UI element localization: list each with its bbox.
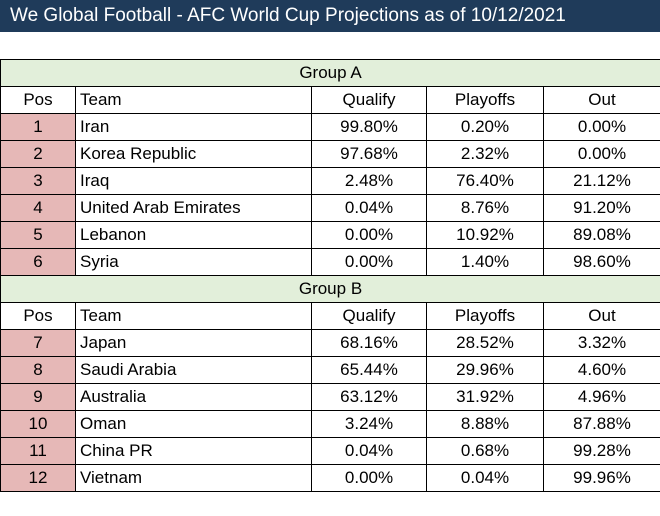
cell-out: 4.60% <box>542 356 660 384</box>
cell-out: 3.32% <box>542 329 660 357</box>
group-title: Group B <box>0 275 660 303</box>
projections-table: Group A Pos Team Qualify Playoffs Out 1 Iran 99.… <box>0 59 660 492</box>
cell-playoffs: 10.92% <box>426 221 544 249</box>
cell-out: 91.20% <box>542 194 660 222</box>
cell-qualify: 97.68% <box>311 140 427 168</box>
cell-pos: 8 <box>0 356 76 384</box>
cell-team: Vietnam <box>75 464 312 492</box>
group-header-row: Group B <box>0 275 660 303</box>
column-header-row: Pos Team Qualify Playoffs Out <box>0 86 660 114</box>
cell-playoffs: 8.88% <box>426 410 544 438</box>
cell-pos: 3 <box>0 167 76 195</box>
cell-pos: 12 <box>0 464 76 492</box>
cell-pos: 11 <box>0 437 76 465</box>
column-header-qualify: Qualify <box>311 302 427 330</box>
column-header-playoffs: Playoffs <box>426 86 544 114</box>
cell-playoffs: 29.96% <box>426 356 544 384</box>
column-header-qualify: Qualify <box>311 86 427 114</box>
cell-playoffs: 0.68% <box>426 437 544 465</box>
cell-playoffs: 0.20% <box>426 113 544 141</box>
cell-pos: 1 <box>0 113 76 141</box>
table-row: 11 China PR 0.04% 0.68% 99.28% <box>0 437 660 465</box>
table-row: 5 Lebanon 0.00% 10.92% 89.08% <box>0 221 660 249</box>
cell-qualify: 0.00% <box>311 248 427 276</box>
cell-playoffs: 31.92% <box>426 383 544 411</box>
cell-out: 4.96% <box>542 383 660 411</box>
cell-team: China PR <box>75 437 312 465</box>
table-row: 9 Australia 63.12% 31.92% 4.96% <box>0 383 660 411</box>
cell-pos: 5 <box>0 221 76 249</box>
cell-team: Korea Republic <box>75 140 312 168</box>
cell-qualify: 99.80% <box>311 113 427 141</box>
group-title: Group A <box>0 59 660 87</box>
cell-pos: 10 <box>0 410 76 438</box>
table-row: 3 Iraq 2.48% 76.40% 21.12% <box>0 167 660 195</box>
group-header-row: Group A <box>0 59 660 87</box>
column-header-row: Pos Team Qualify Playoffs Out <box>0 302 660 330</box>
column-header-out: Out <box>542 86 660 114</box>
cell-pos: 4 <box>0 194 76 222</box>
cell-playoffs: 2.32% <box>426 140 544 168</box>
table-row: 8 Saudi Arabia 65.44% 29.96% 4.60% <box>0 356 660 384</box>
cell-qualify: 2.48% <box>311 167 427 195</box>
cell-out: 89.08% <box>542 221 660 249</box>
cell-playoffs: 8.76% <box>426 194 544 222</box>
column-header-team: Team <box>75 302 312 330</box>
cell-pos: 2 <box>0 140 76 168</box>
cell-pos: 9 <box>0 383 76 411</box>
cell-out: 21.12% <box>542 167 660 195</box>
cell-qualify: 0.00% <box>311 464 427 492</box>
cell-out: 99.96% <box>542 464 660 492</box>
column-header-playoffs: Playoffs <box>426 302 544 330</box>
cell-team: Australia <box>75 383 312 411</box>
cell-pos: 6 <box>0 248 76 276</box>
page-title: We Global Football - AFC World Cup Proje… <box>0 0 660 32</box>
cell-playoffs: 1.40% <box>426 248 544 276</box>
table-row: 2 Korea Republic 97.68% 2.32% 0.00% <box>0 140 660 168</box>
cell-team: United Arab Emirates <box>75 194 312 222</box>
cell-out: 87.88% <box>542 410 660 438</box>
table-row: 7 Japan 68.16% 28.52% 3.32% <box>0 329 660 357</box>
cell-team: Oman <box>75 410 312 438</box>
cell-qualify: 68.16% <box>311 329 427 357</box>
column-header-pos: Pos <box>0 86 76 114</box>
cell-playoffs: 76.40% <box>426 167 544 195</box>
cell-team: Japan <box>75 329 312 357</box>
table-row: 6 Syria 0.00% 1.40% 98.60% <box>0 248 660 276</box>
cell-team: Iran <box>75 113 312 141</box>
cell-qualify: 3.24% <box>311 410 427 438</box>
table-row: 10 Oman 3.24% 8.88% 87.88% <box>0 410 660 438</box>
cell-qualify: 0.00% <box>311 221 427 249</box>
cell-pos: 7 <box>0 329 76 357</box>
blank-row <box>0 32 660 59</box>
cell-qualify: 0.04% <box>311 437 427 465</box>
cell-qualify: 0.04% <box>311 194 427 222</box>
cell-team: Lebanon <box>75 221 312 249</box>
cell-team: Iraq <box>75 167 312 195</box>
cell-team: Saudi Arabia <box>75 356 312 384</box>
cell-team: Syria <box>75 248 312 276</box>
cell-out: 0.00% <box>542 140 660 168</box>
cell-qualify: 63.12% <box>311 383 427 411</box>
table-row: 4 United Arab Emirates 0.04% 8.76% 91.20% <box>0 194 660 222</box>
table-row: 1 Iran 99.80% 0.20% 0.00% <box>0 113 660 141</box>
column-header-pos: Pos <box>0 302 76 330</box>
cell-out: 98.60% <box>542 248 660 276</box>
cell-qualify: 65.44% <box>311 356 427 384</box>
column-header-out: Out <box>542 302 660 330</box>
cell-playoffs: 28.52% <box>426 329 544 357</box>
cell-out: 0.00% <box>542 113 660 141</box>
column-header-team: Team <box>75 86 312 114</box>
cell-out: 99.28% <box>542 437 660 465</box>
cell-playoffs: 0.04% <box>426 464 544 492</box>
table-row: 12 Vietnam 0.00% 0.04% 99.96% <box>0 464 660 492</box>
